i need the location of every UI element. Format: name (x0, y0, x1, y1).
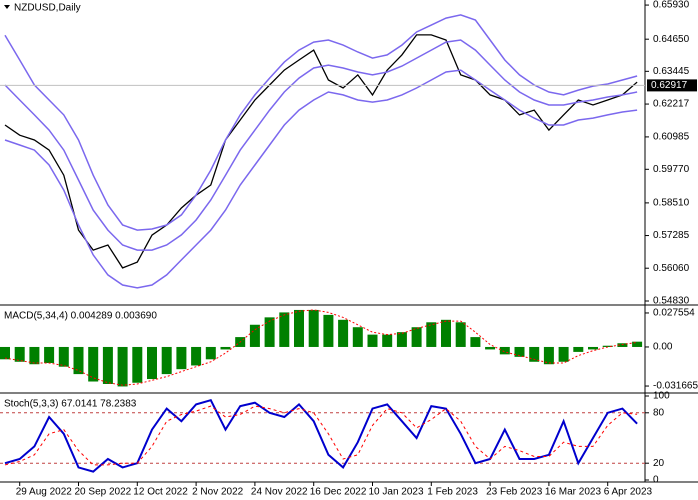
histogram-bar (147, 346, 157, 380)
y-tick-label: 0.027554 (653, 308, 695, 319)
histogram-bar (426, 322, 437, 347)
histogram-bar (117, 346, 128, 387)
y-tick-label: 0.54830 (653, 296, 690, 307)
y-tick-label: 0.00 (653, 342, 673, 353)
histogram-bar (58, 346, 69, 367)
current-price-box (647, 79, 697, 92)
histogram-bar (132, 346, 143, 383)
histogram-bar (308, 309, 319, 347)
y-tick-label: 0.63445 (653, 66, 690, 77)
histogram-bar (455, 322, 466, 347)
histogram-bar (470, 337, 481, 347)
chart-title: NZDUSD,Daily (14, 3, 81, 14)
line-series (4, 309, 638, 386)
histogram-bar (279, 312, 290, 347)
x-tick-label: 20 Sep 2022 (75, 487, 132, 498)
histogram-bar (558, 346, 569, 362)
histogram-bar (220, 346, 231, 350)
histogram-bar (602, 345, 613, 347)
y-tick-label: 0.57285 (653, 230, 690, 241)
line-series (4, 405, 638, 466)
y-tick-label: 0.59770 (653, 164, 690, 175)
histogram-bar (632, 341, 643, 347)
x-tick-label: 12 Oct 2022 (133, 487, 188, 498)
histogram-bar (73, 346, 84, 375)
y-tick-label: 0.64650 (653, 34, 690, 45)
x-tick-label: 6 Apr 2023 (604, 487, 653, 498)
line-series (4, 69, 638, 289)
histogram-bar (411, 327, 422, 347)
histogram-bar (102, 346, 113, 384)
symbol-menu-icon (4, 5, 10, 9)
histogram-bar (205, 346, 216, 360)
x-tick-label: 29 Aug 2022 (16, 487, 73, 498)
line-series (4, 34, 638, 269)
x-tick-label: 10 Jan 2023 (369, 487, 424, 498)
y-tick-label: 0.60985 (653, 132, 690, 143)
histogram-bar (249, 324, 260, 347)
histogram-bar (0, 346, 10, 360)
y-tick-label: 80 (653, 407, 665, 418)
x-tick-label: 23 Feb 2023 (486, 487, 543, 498)
histogram-bar (617, 343, 628, 347)
histogram-bar (514, 346, 525, 357)
histogram-bar (543, 346, 554, 365)
histogram-bar (499, 346, 510, 355)
x-tick-label: 1 Feb 2023 (427, 487, 478, 498)
histogram-bar (367, 334, 378, 347)
y-tick-label: 100 (653, 391, 670, 402)
y-tick-label: 0.65930 (653, 0, 690, 11)
histogram-bar (161, 346, 172, 375)
line-series (4, 399, 638, 473)
y-tick-label: 20 (653, 458, 665, 469)
x-tick-label: 16 Dec 2022 (310, 487, 367, 498)
histogram-bar (529, 346, 540, 362)
histogram-bar (323, 314, 334, 347)
histogram-bar (338, 319, 349, 347)
y-tick-label: 0.58510 (653, 198, 690, 209)
histogram-bar (14, 346, 25, 362)
histogram-bar (352, 327, 363, 347)
macd-title: MACD(5,34,4) 0.004289 0.003690 (4, 311, 157, 322)
histogram-bar (264, 317, 275, 347)
histogram-bar (176, 346, 187, 370)
histogram-bar (88, 346, 99, 382)
histogram-bar (588, 346, 598, 350)
histogram-bar (485, 346, 496, 350)
y-tick-label: 0.56060 (653, 263, 690, 274)
histogram-bar (44, 346, 55, 364)
line-series (4, 14, 638, 231)
histogram-bar (573, 346, 584, 352)
histogram-bar (191, 346, 202, 366)
line-series (4, 39, 638, 251)
x-tick-label: 2 Nov 2022 (192, 487, 244, 498)
histogram-bar (382, 334, 393, 347)
y-tick-label: 0 (653, 475, 659, 486)
histogram-bar (29, 346, 40, 365)
y-tick-label: 0.62217 (653, 99, 690, 110)
stoch-title: Stoch(5,3,3) 67.0141 78.2383 (4, 399, 137, 410)
y-tick-label: -0.031665 (653, 381, 698, 392)
x-tick-label: 16 Mar 2023 (545, 487, 602, 498)
histogram-bar (441, 319, 451, 347)
current-price-label: 0.62917 (651, 80, 688, 91)
x-tick-label: 24 Nov 2022 (251, 487, 308, 498)
histogram-bar (396, 332, 407, 347)
histogram-bar (294, 309, 304, 347)
